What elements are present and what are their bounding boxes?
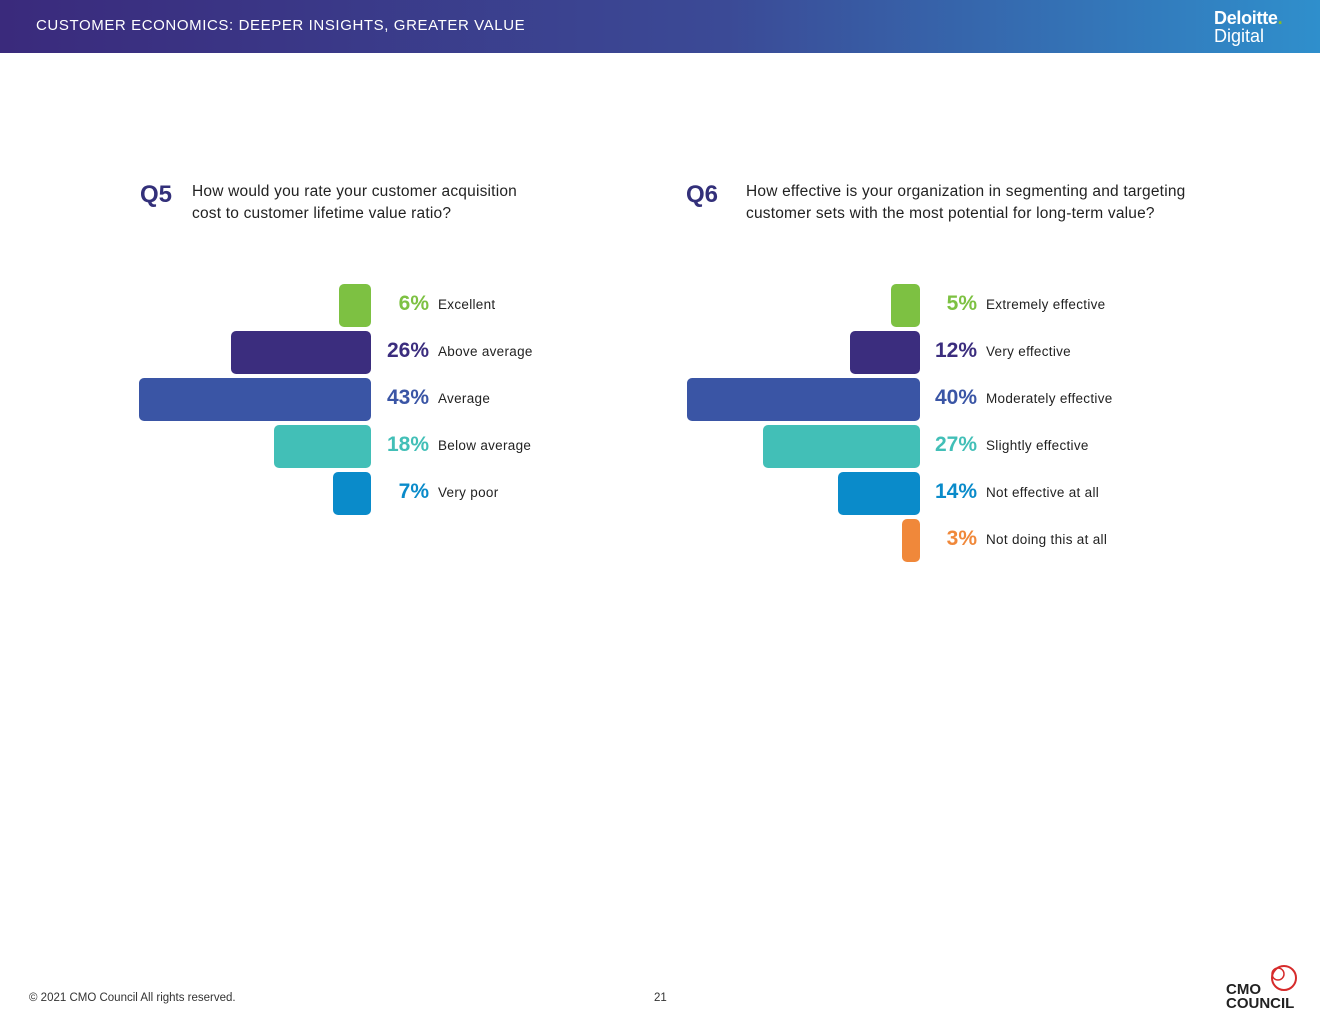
category-label-q6-3: Moderately effective (986, 391, 1113, 406)
header-banner: CUSTOMER ECONOMICS: DEEPER INSIGHTS, GRE… (0, 0, 1320, 53)
bar-q5-2 (230, 331, 371, 374)
category-label-q6-1: Extremely effective (986, 297, 1106, 312)
logo-word-digital: Digital (1214, 26, 1265, 46)
bar-q6-5 (838, 472, 920, 515)
page-number: 21 (654, 992, 667, 1004)
logo-word-deloitte: Deloitte (1214, 8, 1278, 28)
category-label-q6-5: Not effective at all (986, 485, 1100, 500)
bar-q6-6 (902, 519, 920, 562)
cmo-logo-line2: COUNCIL (1226, 995, 1294, 1012)
question-text-q6: How effective is your organization in se… (746, 181, 1306, 225)
value-label-q5-3: 43% (386, 386, 429, 409)
question-text-q6-line1: How effective is your organization in se… (746, 183, 1186, 200)
value-label-q5-4: 18% (386, 433, 429, 456)
category-label-q5-2: Above average (438, 344, 533, 359)
category-label-q5-3: Average (438, 391, 491, 406)
bar-q6-2 (850, 331, 920, 374)
question-text-q5-line1: How would you rate your customer acquisi… (192, 183, 517, 200)
value-label-q6-2: 12% (934, 339, 977, 362)
cmo-logo-line1: CMO (1226, 981, 1261, 998)
value-label-q5-2: 26% (386, 339, 429, 362)
cmo-council-logo: CMO COUNCIL (1226, 965, 1297, 1012)
category-label-q6-4: Slightly effective (986, 438, 1089, 453)
bar-q5-5 (333, 472, 371, 515)
question-text-q6-line2: customer sets with the most potential fo… (746, 205, 1155, 222)
page-section-title: CUSTOMER ECONOMICS: DEEPER INSIGHTS, GRE… (36, 17, 526, 34)
bar-q6-1 (890, 284, 920, 327)
value-label-q6-1: 5% (946, 292, 977, 315)
value-label-q6-5: 14% (934, 480, 977, 503)
copyright-text: © 2021 CMO Council All rights reserved. (29, 992, 236, 1004)
category-label-q6-6: Not doing this at all (986, 532, 1108, 547)
value-label-q6-6: 3% (946, 527, 977, 550)
question-text-q5: How would you rate your customer acquisi… (192, 181, 612, 225)
value-label-q6-4: 27% (934, 433, 977, 456)
category-label-q5-4: Below average (438, 438, 532, 453)
value-label-q5-5: 7% (398, 480, 429, 503)
category-label-q6-2: Very effective (986, 344, 1071, 359)
bar-q5-3 (139, 378, 371, 421)
bar-q6-4 (762, 425, 920, 468)
value-label-q5-1: 6% (398, 292, 429, 315)
value-label-q6-3: 40% (934, 386, 977, 409)
question-number-q5: Q5 (140, 181, 173, 208)
logo-dot: . (1277, 8, 1283, 28)
deloitte-digital-logo: Deloitte. Digital (1214, 8, 1294, 48)
bar-q5-1 (338, 284, 371, 327)
bar-q6-3 (687, 378, 920, 421)
category-label-q5-1: Excellent (438, 297, 496, 312)
bar-q5-4 (273, 425, 371, 468)
category-label-q5-5: Very poor (438, 485, 499, 500)
question-text-q5-line2: cost to customer lifetime value ratio? (192, 205, 452, 222)
question-number-q6: Q6 (686, 181, 719, 208)
